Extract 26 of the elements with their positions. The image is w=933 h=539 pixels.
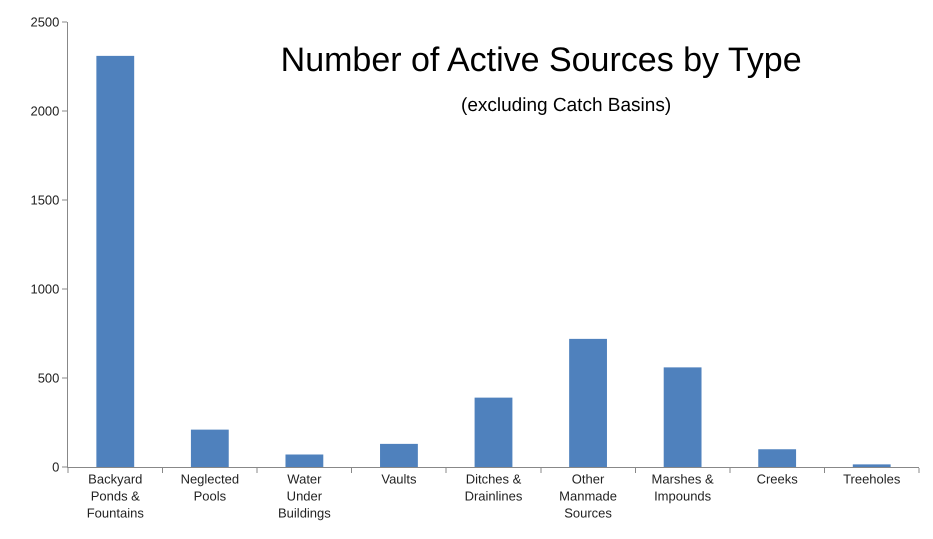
bar xyxy=(285,454,324,467)
y-tick-label: 2000 xyxy=(30,104,60,119)
x-tick-label: Water Under Buildings xyxy=(278,472,332,520)
y-tick-label: 2500 xyxy=(30,14,60,30)
x-tick-label: Ditches & Drainlines xyxy=(464,472,523,504)
x-tick-label: Treeholes xyxy=(843,472,901,487)
bar xyxy=(758,449,796,467)
x-tick-label: Marshes & Impounds xyxy=(652,472,714,504)
x-tick-label: Vaults xyxy=(381,472,418,487)
y-tick-label: 500 xyxy=(38,370,60,386)
x-tick-label: Other Manmade Sources xyxy=(559,472,617,520)
x-tick-label: Backyard Ponds & Fountains xyxy=(86,472,144,520)
bar xyxy=(96,56,134,467)
y-tick-label: 1000 xyxy=(30,282,60,297)
bar xyxy=(569,338,607,467)
bar xyxy=(852,464,891,467)
text: Number of Active Sources by Type xyxy=(280,41,802,80)
bar xyxy=(190,430,229,467)
bar xyxy=(664,367,702,467)
x-tick-label: Neglected Pools xyxy=(180,472,240,504)
bar xyxy=(474,398,512,467)
bar xyxy=(380,444,418,467)
text: (excluding Catch Basins) xyxy=(461,95,672,116)
y-tick-label: 0 xyxy=(52,460,60,475)
y-tick-label: 1500 xyxy=(30,192,60,208)
x-tick-label: Creeks xyxy=(756,472,798,487)
